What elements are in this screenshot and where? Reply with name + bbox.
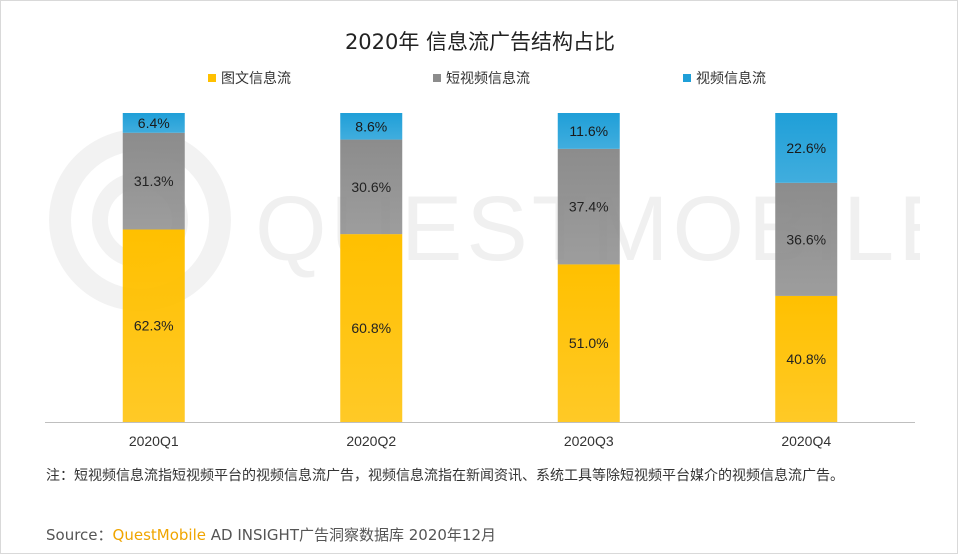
bar-segment-3-2020Q3 — [557, 113, 620, 149]
data-label-2-2020Q1: 31.3% — [134, 173, 174, 189]
data-label-3-2020Q4: 22.6% — [786, 140, 826, 156]
data-label-3-2020Q1: 6.4% — [138, 115, 170, 131]
source-line: Source：QuestMobile AD INSIGHT广告洞察数据库 202… — [46, 524, 496, 545]
chart-title: 2020年 信息流广告结构占比 — [344, 30, 616, 54]
legend-swatch — [683, 74, 691, 82]
data-label-3-2020Q3: 11.6% — [569, 123, 608, 139]
bar-segment-1-2020Q2 — [340, 234, 403, 422]
bar-segment-2-2020Q1 — [122, 132, 185, 230]
data-label-2-2020Q3: 37.4% — [569, 199, 609, 215]
source-text: AD INSIGHT广告洞察数据库 2020年12月 — [205, 526, 497, 544]
data-label-2-2020Q2: 30.6% — [351, 179, 391, 195]
data-label-1-2020Q1: 62.3% — [134, 318, 174, 334]
x-tick-label: 2020Q3 — [564, 433, 614, 449]
x-tick-label: 2020Q4 — [781, 433, 831, 449]
bar-segment-1-2020Q4 — [775, 295, 838, 422]
footnote: 注：短视频信息流指短视频平台的视频信息流广告，视频信息流指在新闻资讯、系统工具等… — [46, 468, 844, 484]
legend-item-1: 图文信息流 — [208, 68, 291, 88]
bar-segment-3-2020Q2 — [340, 113, 403, 140]
bar-segment-1-2020Q3 — [557, 264, 620, 422]
x-tick-label: 2020Q2 — [346, 433, 396, 449]
legend-item-2: 短视频信息流 — [433, 68, 530, 88]
data-label-1-2020Q2: 60.8% — [351, 320, 391, 336]
legend-swatch — [433, 74, 441, 82]
source-brand: QuestMobile — [112, 526, 206, 544]
data-label-1-2020Q4: 40.8% — [786, 351, 826, 367]
bar-segment-3-2020Q1 — [122, 113, 185, 133]
legend-swatch — [208, 74, 216, 82]
bar-segment-1-2020Q1 — [122, 229, 185, 422]
data-label-2-2020Q4: 36.6% — [786, 231, 826, 247]
x-tick-label: 2020Q1 — [129, 433, 179, 449]
legend-label: 视频信息流 — [696, 71, 766, 87]
bar-segment-3-2020Q4 — [775, 113, 838, 183]
source-prefix: Source： — [46, 526, 113, 544]
legend-label: 短视频信息流 — [446, 71, 530, 87]
bar-segment-2-2020Q2 — [340, 139, 403, 235]
legend: 图文信息流 短视频信息流 视频信息流 — [0, 68, 960, 88]
data-label-1-2020Q3: 51.0% — [569, 335, 609, 351]
bar-segment-2-2020Q4 — [775, 182, 838, 296]
legend-label: 图文信息流 — [221, 71, 291, 87]
bar-segment-2-2020Q3 — [557, 148, 620, 265]
data-label-3-2020Q2: 8.6% — [355, 118, 387, 134]
legend-item-3: 视频信息流 — [683, 68, 766, 88]
